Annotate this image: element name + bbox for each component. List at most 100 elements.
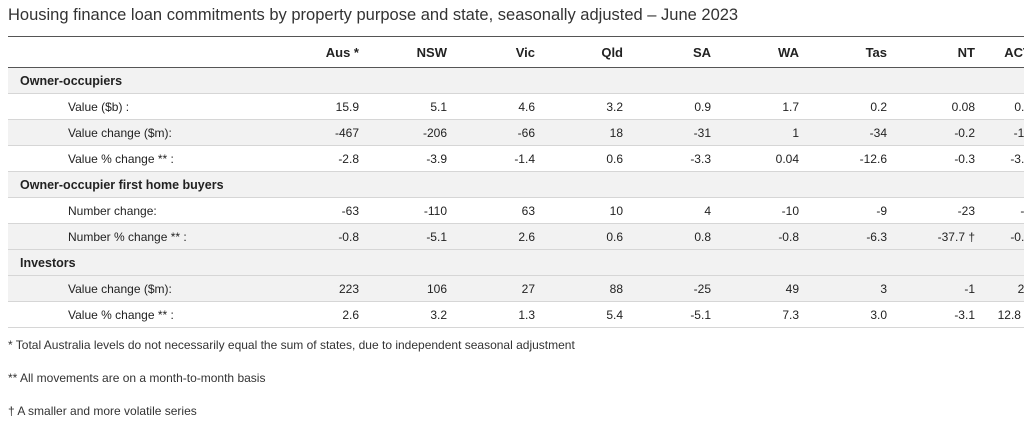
cell: 106	[372, 275, 460, 302]
cell: 5.4	[548, 301, 636, 328]
cell: 1.7	[724, 93, 812, 120]
cell: 0.04	[724, 145, 812, 172]
cell: -23	[900, 197, 988, 224]
cell: 4	[636, 197, 724, 224]
cell: -0.3	[900, 145, 988, 172]
column-header-aus: Aus *	[268, 36, 372, 68]
cell: -12.6	[812, 145, 900, 172]
table-row: Value % change ** : 2.6 3.2 1.3 5.4 -5.1…	[8, 301, 1024, 328]
table-row: Number change: -63 -110 63 10 4 -10 -9 -…	[8, 197, 1024, 224]
column-header-sa: SA	[636, 36, 724, 68]
row-label: Value change ($m):	[8, 119, 268, 146]
row-label: Value % change ** :	[8, 145, 268, 172]
footnotes: * Total Australia levels do not necessar…	[8, 338, 575, 437]
cell: -9	[812, 197, 900, 224]
cell: -37.7 †	[900, 223, 988, 250]
cell: 7.3	[724, 301, 812, 328]
cell: 0.2	[812, 93, 900, 120]
column-header-nt: NT	[900, 36, 988, 68]
cell: -3.3	[636, 145, 724, 172]
cell: 5.1	[372, 93, 460, 120]
cell: 27	[460, 275, 548, 302]
group-row-owner-occupiers: Owner-occupiers	[8, 67, 1024, 94]
cell: 3.2	[372, 301, 460, 328]
cell: 1	[724, 119, 812, 146]
table-row: Value ($b) : 15.9 5.1 4.6 3.2 0.9 1.7 0.…	[8, 93, 1024, 120]
cell: -0.2	[900, 119, 988, 146]
column-header-qld: Qld	[548, 36, 636, 68]
row-label: Value change ($m):	[8, 275, 268, 302]
cell: -1	[988, 197, 1024, 224]
row-label: Number change:	[8, 197, 268, 224]
group-row-first-home-buyers: Owner-occupier first home buyers	[8, 171, 1024, 198]
cell: 0.9	[636, 93, 724, 120]
cell: -0.8	[268, 223, 372, 250]
header-blank	[8, 36, 268, 68]
table-row: Number % change ** : -0.8 -5.1 2.6 0.6 0…	[8, 223, 1024, 250]
cell: 1.3	[460, 301, 548, 328]
row-label: Value % change ** :	[8, 301, 268, 328]
cell: -206	[372, 119, 460, 146]
group-label: Owner-occupier first home buyers	[8, 171, 1024, 198]
table-title: Housing finance loan commitments by prop…	[8, 6, 739, 24]
group-row-investors: Investors	[8, 249, 1024, 276]
cell: 10	[548, 197, 636, 224]
cell: -66	[460, 119, 548, 146]
cell: -10	[724, 197, 812, 224]
cell: -0.5	[988, 223, 1024, 250]
cell: 2.6	[268, 301, 372, 328]
cell: -110	[372, 197, 460, 224]
cell: -31	[636, 119, 724, 146]
cell: 3.2	[548, 93, 636, 120]
cell: -6.3	[812, 223, 900, 250]
row-label: Number % change ** :	[8, 223, 268, 250]
table-row: Value change ($m): 223 106 27 88 -25 49 …	[8, 275, 1024, 302]
cell: -0.8	[724, 223, 812, 250]
cell: 88	[548, 275, 636, 302]
footnote-volatile-series: † A smaller and more volatile series	[8, 404, 197, 418]
loan-commitments-table: Aus * NSW Vic Qld SA WA Tas NT ACT Owner…	[8, 36, 1024, 328]
cell: 0.8	[636, 223, 724, 250]
footnote-aus-levels: * Total Australia levels do not necessar…	[8, 338, 575, 352]
cell: 3	[812, 275, 900, 302]
cell: -63	[268, 197, 372, 224]
cell: -1	[900, 275, 988, 302]
cell: -2.8	[268, 145, 372, 172]
cell: 24	[988, 275, 1024, 302]
cell: 49	[724, 275, 812, 302]
cell: 18	[548, 119, 636, 146]
cell: -12	[988, 119, 1024, 146]
cell: -5.1	[372, 223, 460, 250]
cell: -3.9	[372, 145, 460, 172]
group-label: Owner-occupiers	[8, 67, 1024, 94]
cell: 0.08	[900, 93, 988, 120]
cell: -5.1	[636, 301, 724, 328]
cell: -3.1	[900, 301, 988, 328]
cell: 4.6	[460, 93, 548, 120]
column-header-nsw: NSW	[372, 36, 460, 68]
group-label: Investors	[8, 249, 1024, 276]
cell: -34	[812, 119, 900, 146]
cell: 63	[460, 197, 548, 224]
cell: 3.0	[812, 301, 900, 328]
cell: -3.0	[988, 145, 1024, 172]
cell: 2.6	[460, 223, 548, 250]
cell: -467	[268, 119, 372, 146]
table-row: Value change ($m): -467 -206 -66 18 -31 …	[8, 119, 1024, 146]
footnote-month-to-month: ** All movements are on a month-to-month…	[8, 371, 266, 385]
column-header-vic: Vic	[460, 36, 548, 68]
row-label: Value ($b) :	[8, 93, 268, 120]
cell: 0.6	[548, 145, 636, 172]
header-row: Aus * NSW Vic Qld SA WA Tas NT ACT	[8, 36, 1024, 68]
column-header-wa: WA	[724, 36, 812, 68]
cell: -25	[636, 275, 724, 302]
cell: 12.8 †	[988, 301, 1024, 328]
cell: 0.4	[988, 93, 1024, 120]
column-header-act: ACT	[988, 36, 1024, 68]
cell: -1.4	[460, 145, 548, 172]
table-row: Value % change ** : -2.8 -3.9 -1.4 0.6 -…	[8, 145, 1024, 172]
column-header-tas: Tas	[812, 36, 900, 68]
cell: 15.9	[268, 93, 372, 120]
cell: 223	[268, 275, 372, 302]
cell: 0.6	[548, 223, 636, 250]
